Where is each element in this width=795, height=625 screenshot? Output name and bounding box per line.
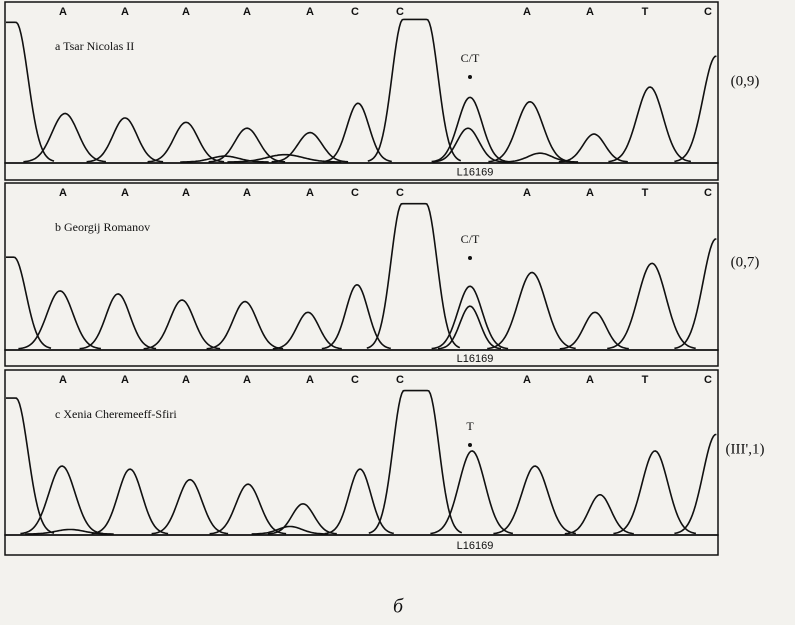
trace-peak xyxy=(180,155,269,163)
trace-peak xyxy=(366,202,461,349)
variant-dot xyxy=(468,443,472,447)
variant-marker: T xyxy=(466,419,474,433)
trace-peak xyxy=(91,468,169,535)
trace-peak xyxy=(558,133,628,163)
trace-peak xyxy=(209,483,287,535)
trace-peak xyxy=(6,397,55,534)
trace-peak xyxy=(437,305,502,350)
trace-peak xyxy=(674,238,717,350)
base-call: A xyxy=(59,6,67,18)
trace-peak xyxy=(608,86,692,163)
base-call: C xyxy=(396,374,404,386)
trace-peak xyxy=(143,299,221,350)
trace-peak xyxy=(86,117,164,163)
base-call: A xyxy=(121,187,129,199)
base-call: A xyxy=(182,6,190,18)
trace-peak xyxy=(488,100,572,163)
base-call: T xyxy=(642,6,649,18)
base-call: A xyxy=(243,6,251,18)
position-box xyxy=(4,534,719,556)
trace-peak xyxy=(324,468,394,535)
base-call: A xyxy=(586,374,594,386)
caption: б xyxy=(393,596,404,618)
trace-peak xyxy=(272,311,342,350)
trace-peak xyxy=(151,478,229,535)
variant-dot xyxy=(468,256,472,260)
trace-peak xyxy=(271,131,349,163)
trace-peak xyxy=(674,433,717,535)
position-box xyxy=(4,162,719,181)
trace-peak xyxy=(501,152,579,163)
position-box xyxy=(4,349,719,367)
trace-peak xyxy=(674,55,717,163)
trace-peak xyxy=(227,153,342,163)
base-call: C xyxy=(396,187,404,199)
variant-marker: C/T xyxy=(461,51,480,65)
trace-peak xyxy=(18,290,102,350)
base-call: C xyxy=(704,187,712,199)
trace-peak xyxy=(431,285,509,350)
variant-dot xyxy=(468,75,472,79)
base-call: A xyxy=(523,374,531,386)
base-call: C xyxy=(351,187,359,199)
base-call: A xyxy=(306,187,314,199)
base-call: C xyxy=(351,6,359,18)
trace-peak xyxy=(251,525,329,535)
trace-peak xyxy=(322,102,392,163)
trace-peak xyxy=(493,465,577,535)
position-label: L16169 xyxy=(457,166,494,178)
base-call: A xyxy=(121,6,129,18)
trace-peak xyxy=(267,503,337,535)
base-call: A xyxy=(121,374,129,386)
base-call: A xyxy=(243,187,251,199)
base-call: C xyxy=(396,6,404,18)
base-call: A xyxy=(306,6,314,18)
annotation: (III',1) xyxy=(726,441,765,457)
base-call: A xyxy=(306,374,314,386)
trace-peak xyxy=(607,262,696,350)
trace-peak xyxy=(367,18,462,162)
base-call: T xyxy=(642,187,649,199)
trace-peak xyxy=(25,528,114,535)
trace-peak xyxy=(564,494,634,535)
base-call: A xyxy=(586,187,594,199)
trace-peak xyxy=(321,284,391,350)
sample-label: c Xenia Cheremeeff-Sfiri xyxy=(55,407,177,421)
base-call: A xyxy=(182,187,190,199)
trace-peak xyxy=(368,389,463,534)
trace-peak xyxy=(431,96,509,163)
variant-marker: C/T xyxy=(461,232,480,246)
trace-peak xyxy=(6,256,52,349)
base-call: A xyxy=(243,374,251,386)
position-label: L16169 xyxy=(457,353,494,365)
trace-peak xyxy=(206,300,284,350)
sample-label: b Georgij Romanov xyxy=(55,220,150,234)
base-call: T xyxy=(642,374,649,386)
base-call: A xyxy=(523,187,531,199)
trace-peak xyxy=(430,450,514,535)
annotation: (0,9) xyxy=(731,73,760,89)
base-call: A xyxy=(59,374,67,386)
annotation: (0,7) xyxy=(731,254,760,270)
trace-peak xyxy=(79,293,157,350)
base-call: A xyxy=(586,6,594,18)
base-call: A xyxy=(59,187,67,199)
trace-peak xyxy=(208,127,286,163)
base-call: A xyxy=(182,374,190,386)
trace-peak xyxy=(613,450,697,535)
trace-peak xyxy=(6,21,55,162)
base-call: C xyxy=(351,374,359,386)
trace-peak xyxy=(487,271,576,350)
trace-peak xyxy=(23,112,107,163)
base-call: C xyxy=(704,374,712,386)
base-call: C xyxy=(704,6,712,18)
position-label: L16169 xyxy=(457,540,494,552)
sample-label: a Tsar Nicolas II xyxy=(55,39,134,53)
base-call: A xyxy=(523,6,531,18)
trace-peak xyxy=(20,465,104,535)
trace-peak xyxy=(432,127,502,163)
